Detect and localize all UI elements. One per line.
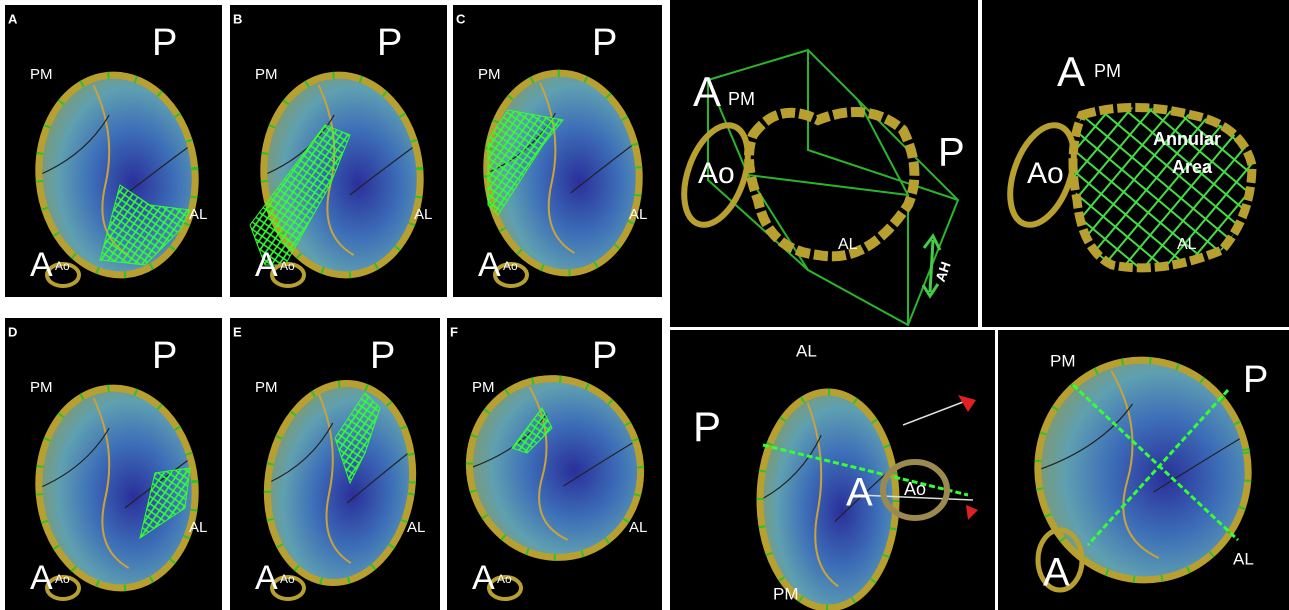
label-aorta: Ao xyxy=(497,572,512,586)
label-pm: PM xyxy=(255,379,278,396)
label-al: AL xyxy=(189,206,207,223)
label-al: AL xyxy=(407,519,425,536)
label-al: AL xyxy=(796,341,817,360)
panel: C P PM AL AAo xyxy=(453,5,662,297)
label-aorta: Ao xyxy=(55,259,70,273)
label-anterior: A xyxy=(30,246,53,284)
label-anterior: A xyxy=(1043,551,1070,595)
label-anterior: A xyxy=(255,246,278,284)
panel-side: AL P A Ao PM xyxy=(668,330,995,610)
label-posterior: P xyxy=(693,403,721,450)
label-al: AL xyxy=(414,206,432,223)
label-posterior: P xyxy=(592,335,617,377)
label-pm: PM xyxy=(472,379,495,396)
label-posterior: P xyxy=(592,22,617,64)
label-aorta: Ao xyxy=(904,479,926,499)
figure: APPMALAAoBPPMALAAoCPPMALAAoDPPMALAAoEPPM… xyxy=(0,0,1289,610)
panel-letter: C xyxy=(456,11,466,26)
label-aorta: Ao xyxy=(280,572,295,586)
label-posterior: P xyxy=(1243,359,1268,401)
label-pm: PM xyxy=(478,66,501,83)
separator xyxy=(978,0,982,327)
panel-en-face: PM P A AL xyxy=(998,330,1289,610)
label-area: Annular xyxy=(1153,129,1221,149)
panel-letter: A xyxy=(8,11,18,26)
label-al: AL xyxy=(1233,549,1254,568)
label-al: AL xyxy=(189,519,207,536)
label-anterior: A xyxy=(478,246,501,284)
label-al: AL xyxy=(838,236,858,253)
label-aorta: Ao xyxy=(698,157,735,190)
label-aorta: Ao xyxy=(503,259,518,273)
label-anterior: A xyxy=(30,559,53,597)
label-al: AL xyxy=(629,206,647,223)
panel-box: APMAoPALAH xyxy=(668,0,978,327)
panel-area: A PM Ao Annular Area AL xyxy=(982,0,1289,327)
label-anterior: A xyxy=(255,559,278,597)
panel-letter: F xyxy=(450,324,458,339)
label-pm: PM xyxy=(773,584,799,603)
label-aorta: Ao xyxy=(1027,157,1064,190)
separator xyxy=(668,327,1289,330)
label-anterior: A xyxy=(1057,48,1085,95)
label-posterior: P xyxy=(370,335,395,377)
label-pm: PM xyxy=(30,379,53,396)
label-al: AL xyxy=(629,519,647,536)
panel-letter: E xyxy=(233,324,242,339)
separator xyxy=(995,330,998,610)
label-pm: PM xyxy=(1050,351,1076,370)
label-anterior: A xyxy=(693,68,721,115)
label-anterior: A xyxy=(846,471,873,515)
panel-letter: B xyxy=(233,11,242,26)
label-pm: PM xyxy=(728,89,755,109)
label-pm: PM xyxy=(30,66,53,83)
label-al: AL xyxy=(1177,236,1197,253)
label-pm: PM xyxy=(255,66,278,83)
label-pm: PM xyxy=(1094,61,1121,81)
label-aorta: Ao xyxy=(280,259,295,273)
label-posterior: P xyxy=(152,22,177,64)
label-area: Area xyxy=(1172,157,1213,177)
label-posterior: P xyxy=(152,335,177,377)
label-anterior: A xyxy=(472,559,495,597)
label-posterior: P xyxy=(938,131,965,175)
label-aorta: Ao xyxy=(55,572,70,586)
label-posterior: P xyxy=(377,22,402,64)
separator xyxy=(668,0,670,610)
panel-letter: D xyxy=(8,324,17,339)
